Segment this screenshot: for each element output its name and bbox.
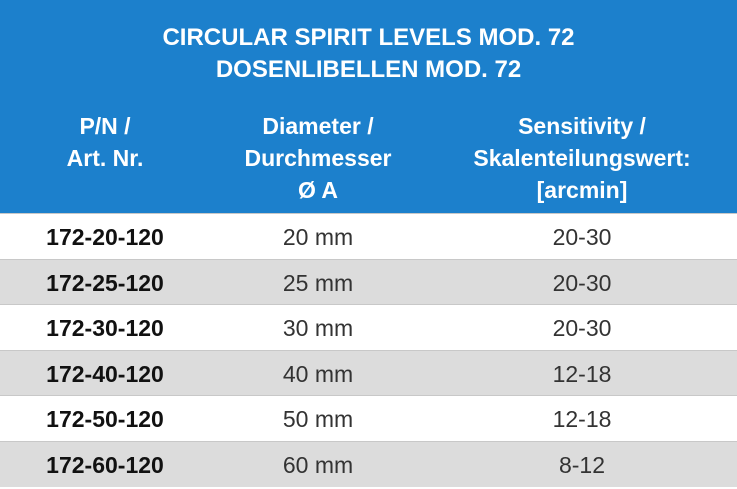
- sensitivity: 20-30: [552, 269, 612, 296]
- part-number: 172-60-120: [46, 452, 164, 478]
- diameter: 40 mm: [282, 360, 354, 387]
- column-header: P/N /: [79, 113, 131, 139]
- header-band: CIRCULAR SPIRIT LEVELS MOD. 72 DOSENLIBE…: [0, 0, 737, 213]
- column-header: Diameter /: [262, 113, 374, 139]
- sensitivity: 20-30: [552, 315, 612, 342]
- diameter: 60 mm: [282, 452, 354, 478]
- column-header: [arcmin]: [536, 177, 628, 203]
- table-row: 172-60-120 60 mm 8-12: [0, 441, 737, 487]
- column-header: Skalenteilungswert:: [473, 145, 691, 171]
- sensitivity: 20-30: [552, 224, 612, 250]
- part-number: 172-50-120: [46, 406, 164, 433]
- table-row: 172-40-120 40 mm 12-18: [0, 349, 737, 396]
- column-header: Sensitivity /: [518, 113, 646, 139]
- column-header: Ø A: [297, 177, 339, 203]
- table-row: 172-50-120 50 mm 12-18: [0, 395, 737, 441]
- part-number: 172-40-120: [46, 360, 164, 387]
- diameter: 25 mm: [282, 269, 354, 296]
- table-row: 172-25-120 25 mm 20-30: [0, 258, 737, 305]
- diameter: 20 mm: [282, 224, 354, 250]
- table-row: 172-20-120 20 mm 20-30: [0, 213, 737, 259]
- diameter: 50 mm: [282, 406, 354, 433]
- table-row: 172-30-120 30 mm 20-30: [0, 304, 737, 350]
- diameter: 30 mm: [282, 315, 354, 342]
- sensitivity: 12-18: [552, 406, 612, 433]
- sensitivity: 12-18: [552, 360, 612, 387]
- title-line: CIRCULAR SPIRIT LEVELS MOD. 72: [162, 24, 575, 51]
- part-number: 172-25-120: [46, 269, 164, 296]
- sensitivity: 8-12: [558, 452, 606, 478]
- column-header: Art. Nr.: [66, 145, 144, 171]
- part-number: 172-20-120: [46, 224, 164, 250]
- part-number: 172-30-120: [46, 315, 164, 342]
- column-header: Durchmesser: [244, 145, 392, 171]
- title-line: DOSENLIBELLEN MOD. 72: [215, 56, 522, 83]
